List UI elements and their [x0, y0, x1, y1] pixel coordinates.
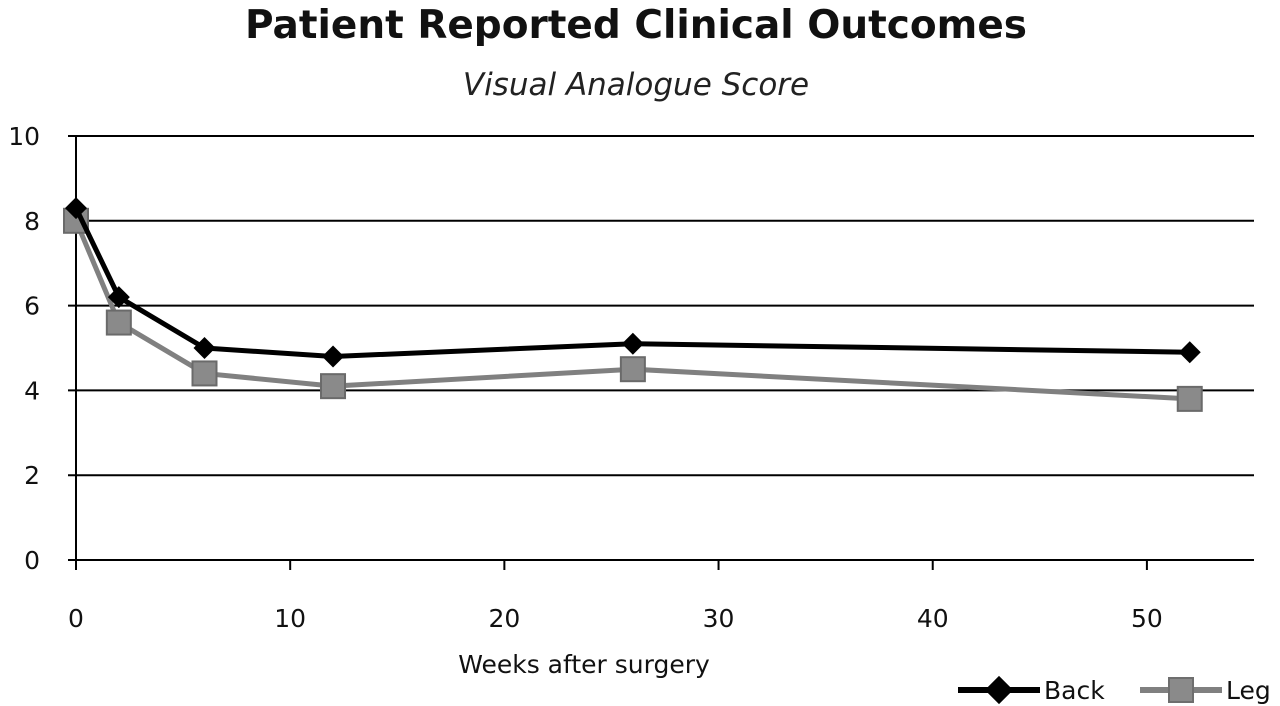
y-tick-labels: 0 2 4 6 8 10: [8, 122, 40, 575]
legend-label-back: Back: [1044, 676, 1105, 705]
series-leg: [64, 209, 1202, 411]
x-tick-label-30: 30: [703, 604, 735, 633]
x-tick-labels: 0 10 20 30 40 50: [68, 604, 1163, 633]
marker-back-12: [322, 345, 344, 367]
legend-marker-back: [985, 676, 1013, 704]
y-tick-label-10: 10: [8, 122, 40, 151]
x-tick-label-0: 0: [68, 604, 84, 633]
legend: Back Leg: [958, 676, 1271, 705]
y-tick-label-0: 0: [24, 546, 40, 575]
legend-label-leg: Leg: [1226, 676, 1271, 705]
marker-back-52: [1179, 341, 1201, 363]
series-lines: [64, 197, 1202, 411]
x-tick-label-20: 20: [488, 604, 520, 633]
x-tick-label-40: 40: [917, 604, 949, 633]
x-tick-label-50: 50: [1131, 604, 1163, 633]
legend-marker-leg: [1169, 678, 1193, 702]
legend-item-leg: Leg: [1140, 676, 1271, 705]
x-tick-label-10: 10: [274, 604, 306, 633]
y-tick-label-2: 2: [24, 461, 40, 490]
chart-title: Patient Reported Clinical Outcomes: [245, 3, 1027, 48]
y-tick-label-8: 8: [24, 207, 40, 236]
marker-leg-6: [193, 361, 217, 385]
marker-leg-2: [107, 311, 131, 335]
chart-subtitle: Visual Analogue Score: [463, 67, 809, 103]
series-back: [65, 197, 1201, 367]
gridlines: [68, 136, 1254, 560]
x-axis-label: Weeks after surgery: [458, 650, 710, 679]
y-tick-label-4: 4: [24, 376, 40, 405]
y-tick-label-6: 6: [24, 292, 40, 321]
marker-back-26: [622, 333, 644, 355]
line-chart: Patient Reported Clinical Outcomes Visua…: [0, 0, 1280, 706]
marker-leg-52: [1178, 387, 1202, 411]
marker-leg-12: [321, 374, 345, 398]
marker-leg-26: [621, 357, 645, 381]
marker-back-6: [194, 337, 216, 359]
legend-item-back: Back: [958, 676, 1105, 705]
